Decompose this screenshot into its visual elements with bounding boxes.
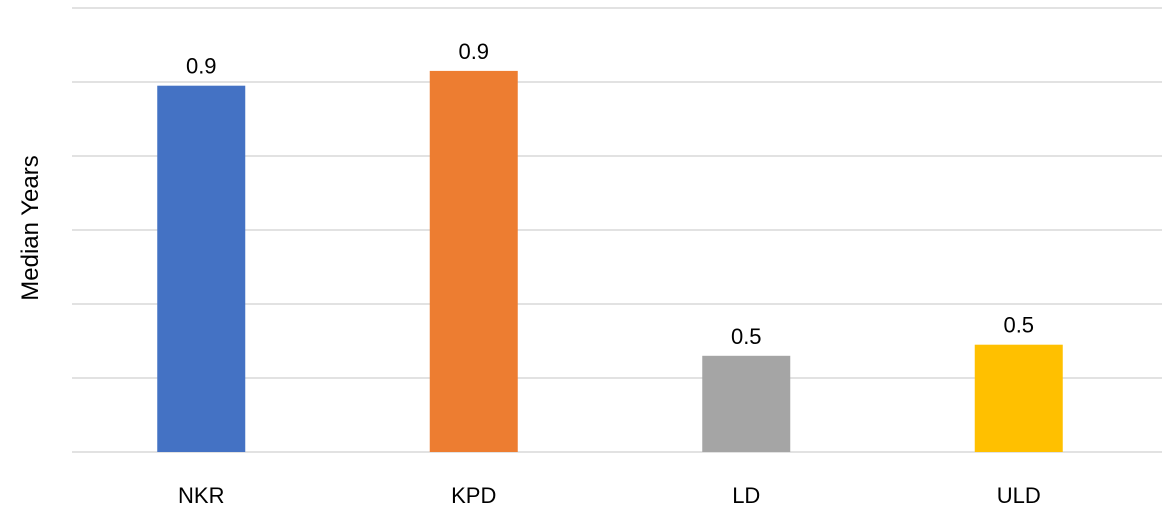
data-label-nkr: 0.9: [186, 54, 217, 79]
data-label-ld: 0.5: [731, 324, 762, 349]
data-label-kpd: 0.9: [458, 39, 489, 64]
bar-ld: [702, 355, 791, 452]
bar-uld: [974, 344, 1063, 452]
x-tick-label-ld: LD: [732, 483, 760, 508]
x-tick-labels: NKR KPD LD ULD: [178, 483, 1041, 508]
x-tick-label-kpd: KPD: [451, 483, 496, 508]
bars: [157, 70, 1063, 453]
data-labels: 0.9 0.9 0.5 0.5: [186, 39, 1034, 349]
bar-kpd: [429, 70, 518, 453]
y-axis-title: Median Years: [17, 155, 44, 300]
bar-nkr: [157, 85, 246, 452]
x-tick-label-nkr: NKR: [178, 483, 224, 508]
data-label-uld: 0.5: [1003, 313, 1034, 338]
x-tick-label-uld: ULD: [997, 483, 1041, 508]
gridlines: [72, 7, 1162, 453]
